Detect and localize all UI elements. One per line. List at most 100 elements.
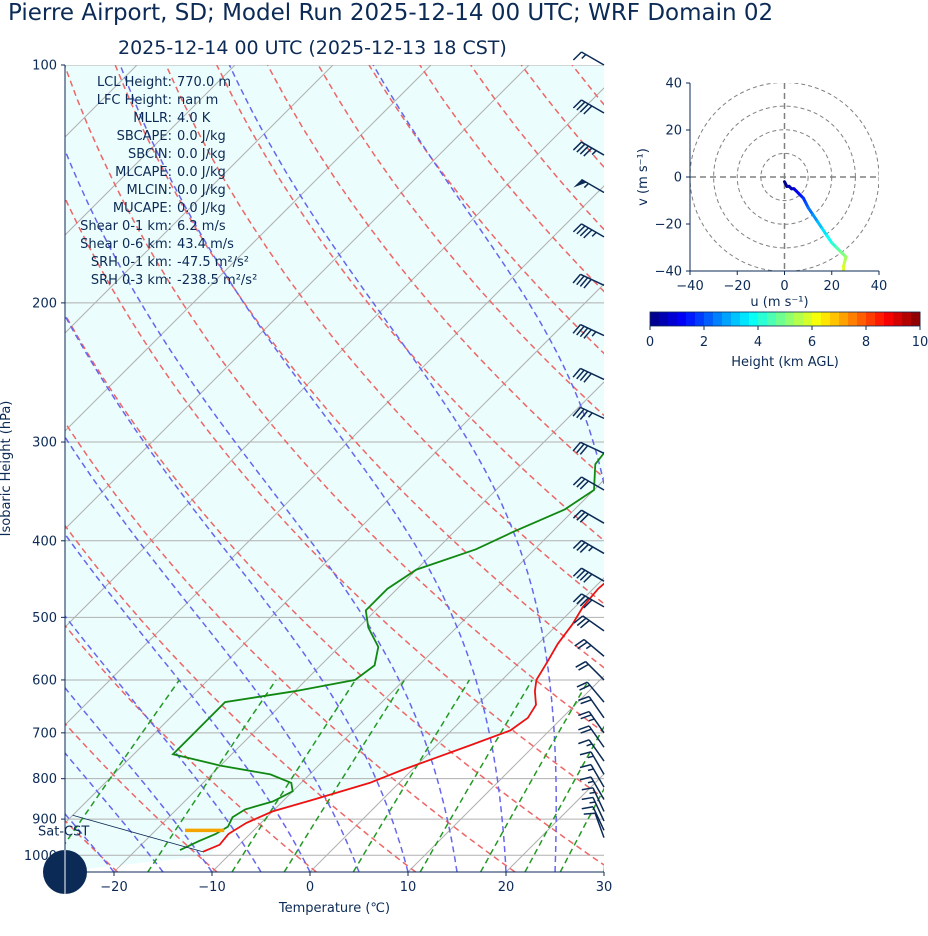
colorbar-swatch <box>839 312 849 326</box>
mixing-ratio-line <box>524 725 604 872</box>
wind-barb-shaft <box>588 696 605 719</box>
moist-adiabat <box>65 532 311 872</box>
dry-adiabat <box>65 65 604 734</box>
wind-barb-shaft <box>585 661 605 681</box>
wind-barb <box>572 593 605 609</box>
colorbar-tick-label: 6 <box>808 335 816 350</box>
wind-barb-feather <box>583 573 593 583</box>
dewpoint-profile-line <box>171 451 604 851</box>
colorbar-swatch <box>767 312 777 326</box>
colorbar-swatch <box>857 312 867 326</box>
colorbar-swatch <box>803 312 813 326</box>
wind-barb-feather <box>572 539 583 549</box>
wind-barb-shaft <box>592 806 605 831</box>
colorbar-tick-label: 8 <box>862 335 870 350</box>
colorbar-swatch <box>830 312 840 326</box>
wind-barb-feather <box>578 710 590 717</box>
wind-barb-half-feather <box>589 791 596 795</box>
wind-barb-feather <box>579 327 589 338</box>
wind-barb <box>572 273 605 289</box>
wind-barb-feather <box>576 443 585 454</box>
wind-barb-feather <box>576 225 586 235</box>
index-value: 0.0 J/kg <box>177 147 226 162</box>
x-tick-label: 10 <box>400 880 417 895</box>
wind-barb <box>572 476 605 491</box>
isotherm-line <box>309 577 604 872</box>
wind-barb-shaft <box>581 567 605 582</box>
index-value: 43.4 m/s <box>177 237 234 252</box>
colorbar-swatch <box>650 312 660 326</box>
index-label: MLLR: <box>133 111 172 126</box>
index-label: SBCAPE: <box>117 129 172 144</box>
wind-barb <box>581 796 605 822</box>
y-tick-label: 100 <box>32 59 57 74</box>
index-value: 4.0 K <box>177 111 211 126</box>
colorbar-swatch <box>758 312 768 326</box>
moist-adiabat <box>65 314 409 872</box>
colorbar-tick-label: 4 <box>754 335 762 350</box>
colorbar-swatch <box>668 312 678 326</box>
colorbar-tick-label: 10 <box>912 335 928 350</box>
colorbar-swatch <box>713 312 723 326</box>
wind-barb-shaft <box>581 509 605 524</box>
wind-barb-feather <box>581 796 594 801</box>
moist-adiabat <box>65 812 115 872</box>
y-axis-label: Isobaric Height (hPa) <box>0 401 14 537</box>
wind-barb-half-feather <box>591 231 597 237</box>
wind-barb-half-feather <box>591 331 597 337</box>
wind-barb-feather <box>572 99 583 109</box>
mixing-ratio-line <box>479 679 590 872</box>
wind-barb-feather <box>576 541 586 551</box>
colorbar-swatch <box>812 312 822 326</box>
wind-barb-feather <box>579 371 589 382</box>
wind-barb-feather <box>579 684 591 691</box>
chart-subtitle: 2025-12-14 00 UTC (2025-12-13 18 CST) <box>118 37 507 59</box>
colorbar-tick-label: 2 <box>700 335 708 350</box>
wind-barb-feather <box>578 725 590 731</box>
wind-barb-shaft <box>588 711 605 734</box>
isotherm-line <box>65 65 236 236</box>
wind-barb <box>572 441 605 455</box>
wind-barb-feather <box>579 480 589 490</box>
wind-barb-feather <box>576 369 585 380</box>
wind-barb <box>572 323 605 339</box>
index-label: SRH 0-3 km: <box>91 273 172 288</box>
wind-barb <box>578 725 605 748</box>
wind-barb-feather <box>578 739 590 745</box>
colorbar-frame <box>649 311 921 327</box>
colorbar-swatch <box>884 312 894 326</box>
wind-barb-shaft <box>586 681 605 703</box>
wind-barb <box>574 638 605 657</box>
wind-barb-half-feather <box>586 743 593 747</box>
wind-barb-feather <box>576 511 586 521</box>
mixing-ratio-line <box>147 679 277 872</box>
mixing-ratio-line <box>231 679 357 872</box>
wind-barb-half-feather <box>587 755 594 759</box>
wind-barb-feather <box>576 101 586 111</box>
colorbar-swatch <box>695 312 705 326</box>
wind-barb <box>572 99 605 115</box>
isotherm-line <box>65 65 432 432</box>
wind-barb-feather <box>576 408 585 419</box>
wind-barb-shaft <box>580 273 605 286</box>
wind-barb <box>578 739 605 762</box>
wind-barb <box>572 51 605 66</box>
wind-barb-shaft <box>581 141 605 156</box>
wind-barb-feather <box>577 641 588 650</box>
index-label: SRH 0-1 km: <box>91 255 172 270</box>
colorbar-tick-label: 0 <box>646 335 654 350</box>
isotherm-line <box>211 479 604 872</box>
colorbar-swatch <box>893 312 903 326</box>
index-value: 0.0 J/kg <box>177 129 226 144</box>
wind-barb <box>579 776 605 800</box>
mixing-ratio-line <box>419 679 533 872</box>
wind-barb-feather <box>578 695 590 702</box>
wind-barb-feather <box>583 278 592 289</box>
wind-barb <box>572 141 605 157</box>
temperature-profile-line <box>202 582 604 853</box>
colorbar-label: Height (km AGL) <box>731 355 839 370</box>
wind-barb <box>581 787 605 812</box>
x-tick-label: −10 <box>198 880 225 895</box>
wind-barb-half-feather <box>585 644 592 650</box>
colorbar-swatch <box>749 312 759 326</box>
